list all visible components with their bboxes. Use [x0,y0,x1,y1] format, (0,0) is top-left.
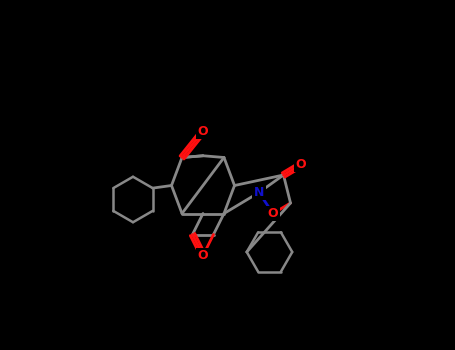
Text: N: N [254,186,264,199]
Text: O: O [197,125,208,138]
Text: O: O [296,158,306,171]
Text: O: O [197,249,208,262]
Text: O: O [268,207,278,220]
